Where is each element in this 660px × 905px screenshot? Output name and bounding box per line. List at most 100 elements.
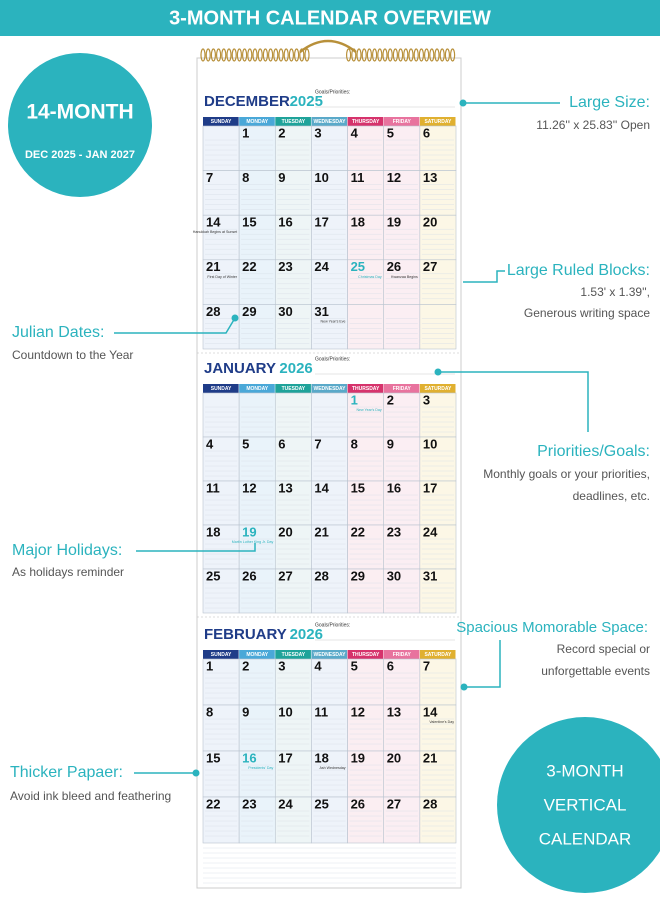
day-number: 19 (351, 750, 365, 765)
weekday-bar (203, 117, 239, 126)
day-cell (274, 214, 312, 261)
callout-dot (434, 368, 442, 376)
callout-text: As holidays reminder (12, 565, 124, 579)
day-number: 17 (423, 480, 437, 495)
day-cell (419, 796, 457, 844)
holiday-note: New Year's Day (356, 408, 381, 412)
weekday-bar (383, 117, 420, 126)
day-number: 14 (314, 480, 329, 495)
day-number: 8 (242, 170, 249, 185)
day-number: 6 (423, 125, 430, 140)
month-year: 2026 (290, 626, 323, 643)
spiral-ring (408, 48, 414, 62)
holiday-note: Ash Wednesday (319, 766, 345, 770)
day-number: 22 (351, 524, 365, 539)
day-cell (347, 392, 385, 438)
spiral-ring (450, 48, 456, 62)
badge-subtitle: DEC 2025 - JAN 2027 (25, 149, 135, 161)
day-number: 6 (387, 658, 394, 673)
day-number: 30 (278, 304, 292, 319)
spiral-ring (262, 48, 268, 62)
day-number: 20 (423, 215, 437, 230)
day-number: 8 (206, 704, 213, 719)
weekday-bar (419, 650, 456, 659)
callout-dot (460, 683, 468, 691)
day-number: 11 (206, 480, 220, 495)
day-number: 23 (387, 524, 401, 539)
day-cell (238, 480, 276, 526)
weekday-label: SATURDAY (424, 652, 452, 658)
day-cell (202, 259, 240, 305)
spiral-ring (242, 48, 248, 62)
weekday-label: MONDAY (246, 119, 268, 125)
day-number: 2 (387, 392, 394, 407)
weekday-bar (203, 650, 239, 659)
weekday-bar (311, 384, 348, 393)
day-number: 14 (423, 704, 438, 719)
day-number: 17 (278, 750, 292, 765)
day-number: 15 (206, 750, 220, 765)
day-number: 7 (423, 658, 430, 673)
callout-title: Major Holidays: (12, 542, 122, 559)
callout-line (463, 270, 505, 283)
goals-label: Goals/Priorities: (315, 356, 350, 362)
day-number: 13 (387, 704, 401, 719)
callout-text: Generous writing space (524, 306, 650, 320)
day-cell (347, 125, 385, 171)
callout-dot (459, 99, 467, 107)
day-cell (419, 170, 457, 216)
holiday-note: Martin Luther King Jr. Day (232, 540, 274, 544)
spiral-ring (439, 48, 445, 62)
day-number: 18 (314, 750, 328, 765)
day-cell (347, 304, 385, 350)
spiral-ring (444, 48, 450, 62)
day-cell (419, 125, 457, 171)
day-cell (347, 436, 385, 482)
day-cell (274, 259, 312, 305)
callout-title: Spacious Momorable Space: (456, 619, 648, 636)
badge (497, 717, 660, 893)
day-cell (311, 568, 348, 614)
holiday-note: Hanukkah Begins at Sunset (193, 230, 237, 234)
day-cell (238, 658, 276, 706)
day-cell (274, 125, 312, 171)
callout-dot (192, 769, 200, 777)
spiral-ring (216, 48, 222, 62)
holiday-note: Christmas Day (358, 275, 382, 279)
day-number: 21 (314, 524, 328, 539)
badge-line: VERTICAL (544, 795, 627, 814)
day-number: 1 (242, 125, 249, 140)
day-number: 9 (278, 170, 285, 185)
callout-dot (231, 314, 239, 322)
day-number: 21 (206, 259, 220, 274)
day-number: 23 (278, 259, 292, 274)
holiday-note: First Day of Winter (207, 275, 238, 279)
day-number: 12 (242, 480, 256, 495)
weekday-bar (383, 384, 420, 393)
day-number: 4 (351, 125, 359, 140)
weekday-label: SUNDAY (211, 119, 232, 125)
day-cell (202, 170, 240, 216)
spiral-ring (356, 48, 362, 62)
day-number: 26 (351, 796, 365, 811)
day-number: 31 (314, 304, 328, 319)
day-cell (383, 259, 421, 305)
weekday-bar (275, 117, 311, 126)
day-number: 10 (314, 170, 328, 185)
callout-title: Julian Dates: (12, 324, 105, 341)
spiral-ring (278, 48, 284, 62)
day-cell (274, 392, 312, 438)
weekday-label: FRIDAY (393, 652, 412, 658)
day-number: 19 (387, 215, 401, 230)
goals-label: Goals/Priorities: (315, 622, 350, 628)
day-cell (274, 304, 312, 350)
day-cell (202, 750, 240, 798)
weekday-label: SUNDAY (211, 652, 232, 658)
day-number: 16 (278, 215, 292, 230)
day-cell (238, 392, 276, 438)
day-number: 5 (351, 658, 358, 673)
weekday-bar (311, 650, 348, 659)
goals-label: Goals/Priorities: (315, 89, 350, 95)
